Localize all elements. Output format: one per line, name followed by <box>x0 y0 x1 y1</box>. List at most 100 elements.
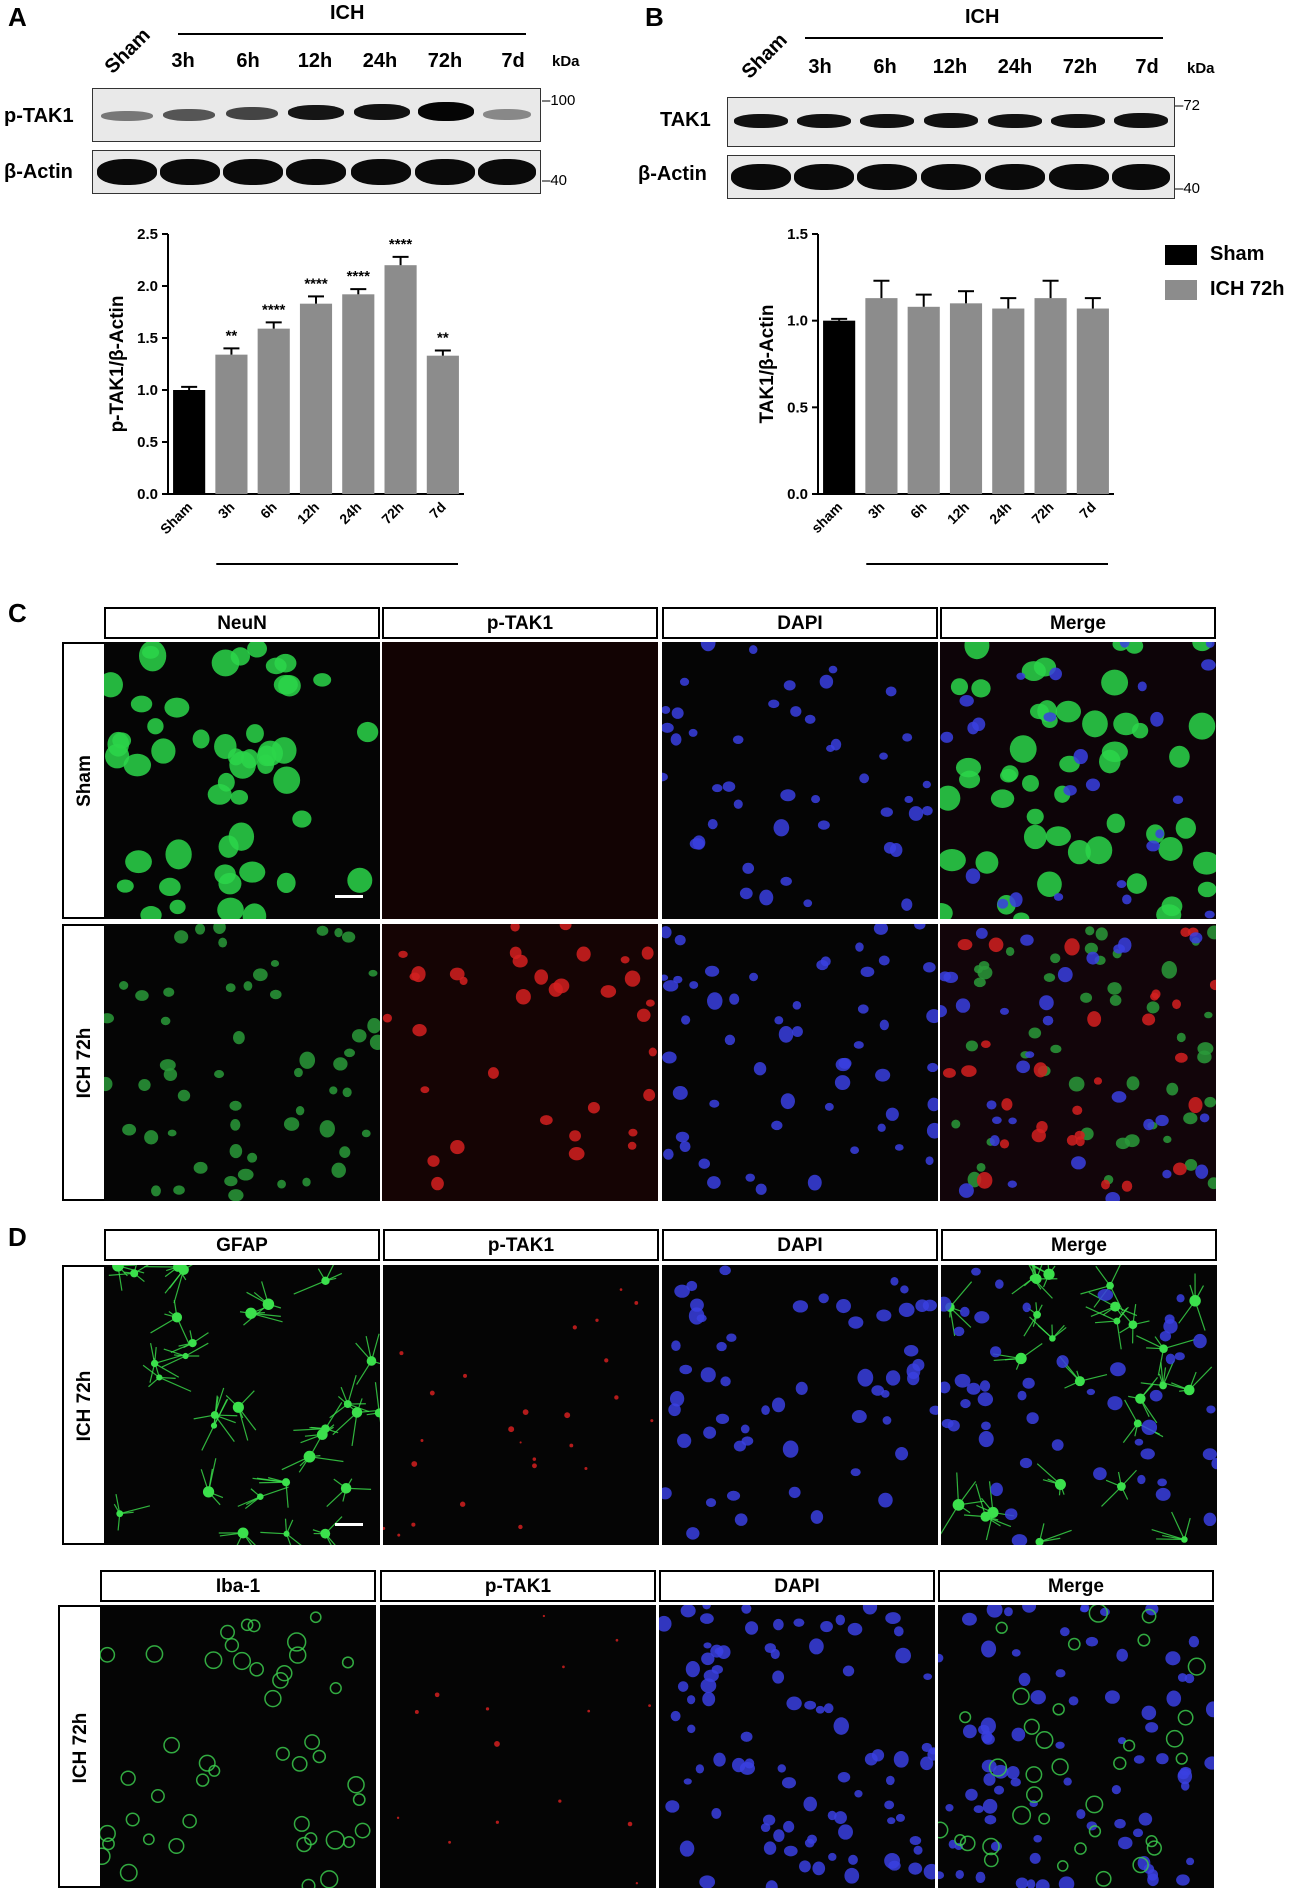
cell <box>559 924 572 931</box>
cell <box>275 1746 290 1761</box>
cell-process <box>108 1272 135 1276</box>
cell <box>990 789 1015 808</box>
cell <box>558 1799 562 1803</box>
cell <box>975 927 988 939</box>
cell <box>233 1030 245 1045</box>
cell <box>878 1492 893 1508</box>
cell <box>981 1640 997 1658</box>
chart-b: 0.0 0.5 1.0 1.5 TAK1/β-Actin sham 3h 6h 12h 24h 72… <box>757 226 1114 565</box>
panel-d2-header-ptak1: p-TAK1 <box>380 1570 656 1602</box>
cell <box>1180 927 1191 937</box>
cell <box>230 1119 241 1131</box>
micrograph-texture <box>662 924 938 1195</box>
cell <box>882 1416 892 1425</box>
cell <box>913 1845 923 1855</box>
cell <box>879 752 888 760</box>
cell <box>459 1501 466 1507</box>
cell <box>643 1088 656 1102</box>
cell <box>997 898 1009 909</box>
cell <box>768 699 780 709</box>
cell <box>965 868 981 884</box>
cell <box>753 1062 767 1076</box>
cell <box>1189 1295 1201 1307</box>
cell <box>1037 871 1062 897</box>
cell <box>229 1100 242 1111</box>
cell <box>270 989 282 1000</box>
cell <box>150 1359 159 1368</box>
cell <box>242 903 267 919</box>
cell <box>835 1614 846 1626</box>
cell-process <box>214 1387 225 1416</box>
cell <box>774 1016 784 1025</box>
cell <box>938 1871 945 1880</box>
cell <box>562 1665 565 1669</box>
cell <box>1150 992 1159 1001</box>
cell <box>778 1026 794 1043</box>
cell <box>973 1805 984 1814</box>
cell <box>273 674 298 695</box>
cell <box>271 737 297 764</box>
y-tick-label: 0.0 <box>137 486 158 503</box>
cell <box>1021 661 1046 681</box>
cell <box>120 1770 136 1786</box>
band <box>734 114 788 128</box>
cell <box>875 1068 891 1082</box>
cell <box>1146 840 1160 852</box>
cell <box>923 1863 935 1880</box>
cell <box>982 1798 998 1814</box>
cell <box>960 1399 971 1409</box>
cell <box>229 1144 243 1159</box>
cell <box>257 1493 264 1501</box>
cell <box>1173 1162 1187 1176</box>
panel-d1-header-gfap: GFAP <box>104 1229 380 1261</box>
cell <box>1101 669 1129 696</box>
cell <box>100 1824 116 1843</box>
cell <box>615 1638 619 1642</box>
cell <box>515 988 531 1005</box>
cell <box>834 1075 851 1091</box>
cell <box>670 733 682 746</box>
cell <box>246 724 264 743</box>
cell <box>783 680 796 691</box>
cell <box>1184 1673 1195 1684</box>
cell <box>781 1777 797 1789</box>
cell <box>695 1764 705 1774</box>
cell <box>1074 1130 1085 1140</box>
cell <box>247 1619 261 1633</box>
cell <box>901 898 913 911</box>
cell <box>295 1105 305 1116</box>
cell <box>909 1836 922 1846</box>
cell <box>518 1524 523 1530</box>
cell <box>116 879 134 893</box>
cell <box>100 1646 116 1663</box>
cell <box>955 757 982 778</box>
cell <box>329 1086 338 1095</box>
cell <box>292 810 312 828</box>
cell <box>450 1140 465 1155</box>
cell <box>828 1852 837 1861</box>
cell <box>1193 851 1216 875</box>
cell <box>320 1528 331 1539</box>
cell <box>147 718 164 735</box>
cell <box>1201 659 1216 671</box>
micrograph-c-ich-ptak1 <box>382 924 658 1201</box>
cell <box>885 1370 901 1386</box>
cell <box>1134 1438 1144 1446</box>
legend-swatch-ich72h <box>1165 280 1197 300</box>
significance-label: **** <box>262 301 286 318</box>
cell <box>862 1605 878 1615</box>
cell <box>140 906 162 919</box>
cell <box>925 1156 934 1166</box>
cell <box>912 1358 925 1372</box>
cell <box>100 1847 111 1866</box>
cell <box>975 1871 986 1883</box>
cell <box>151 1185 161 1197</box>
cell <box>228 822 255 851</box>
cell <box>1188 1636 1200 1648</box>
cell <box>954 1834 967 1846</box>
cell-process <box>1032 1277 1053 1299</box>
cell <box>830 738 842 751</box>
cell <box>726 1490 741 1501</box>
panel-letter-c: C <box>8 598 27 628</box>
cell <box>286 1632 307 1652</box>
